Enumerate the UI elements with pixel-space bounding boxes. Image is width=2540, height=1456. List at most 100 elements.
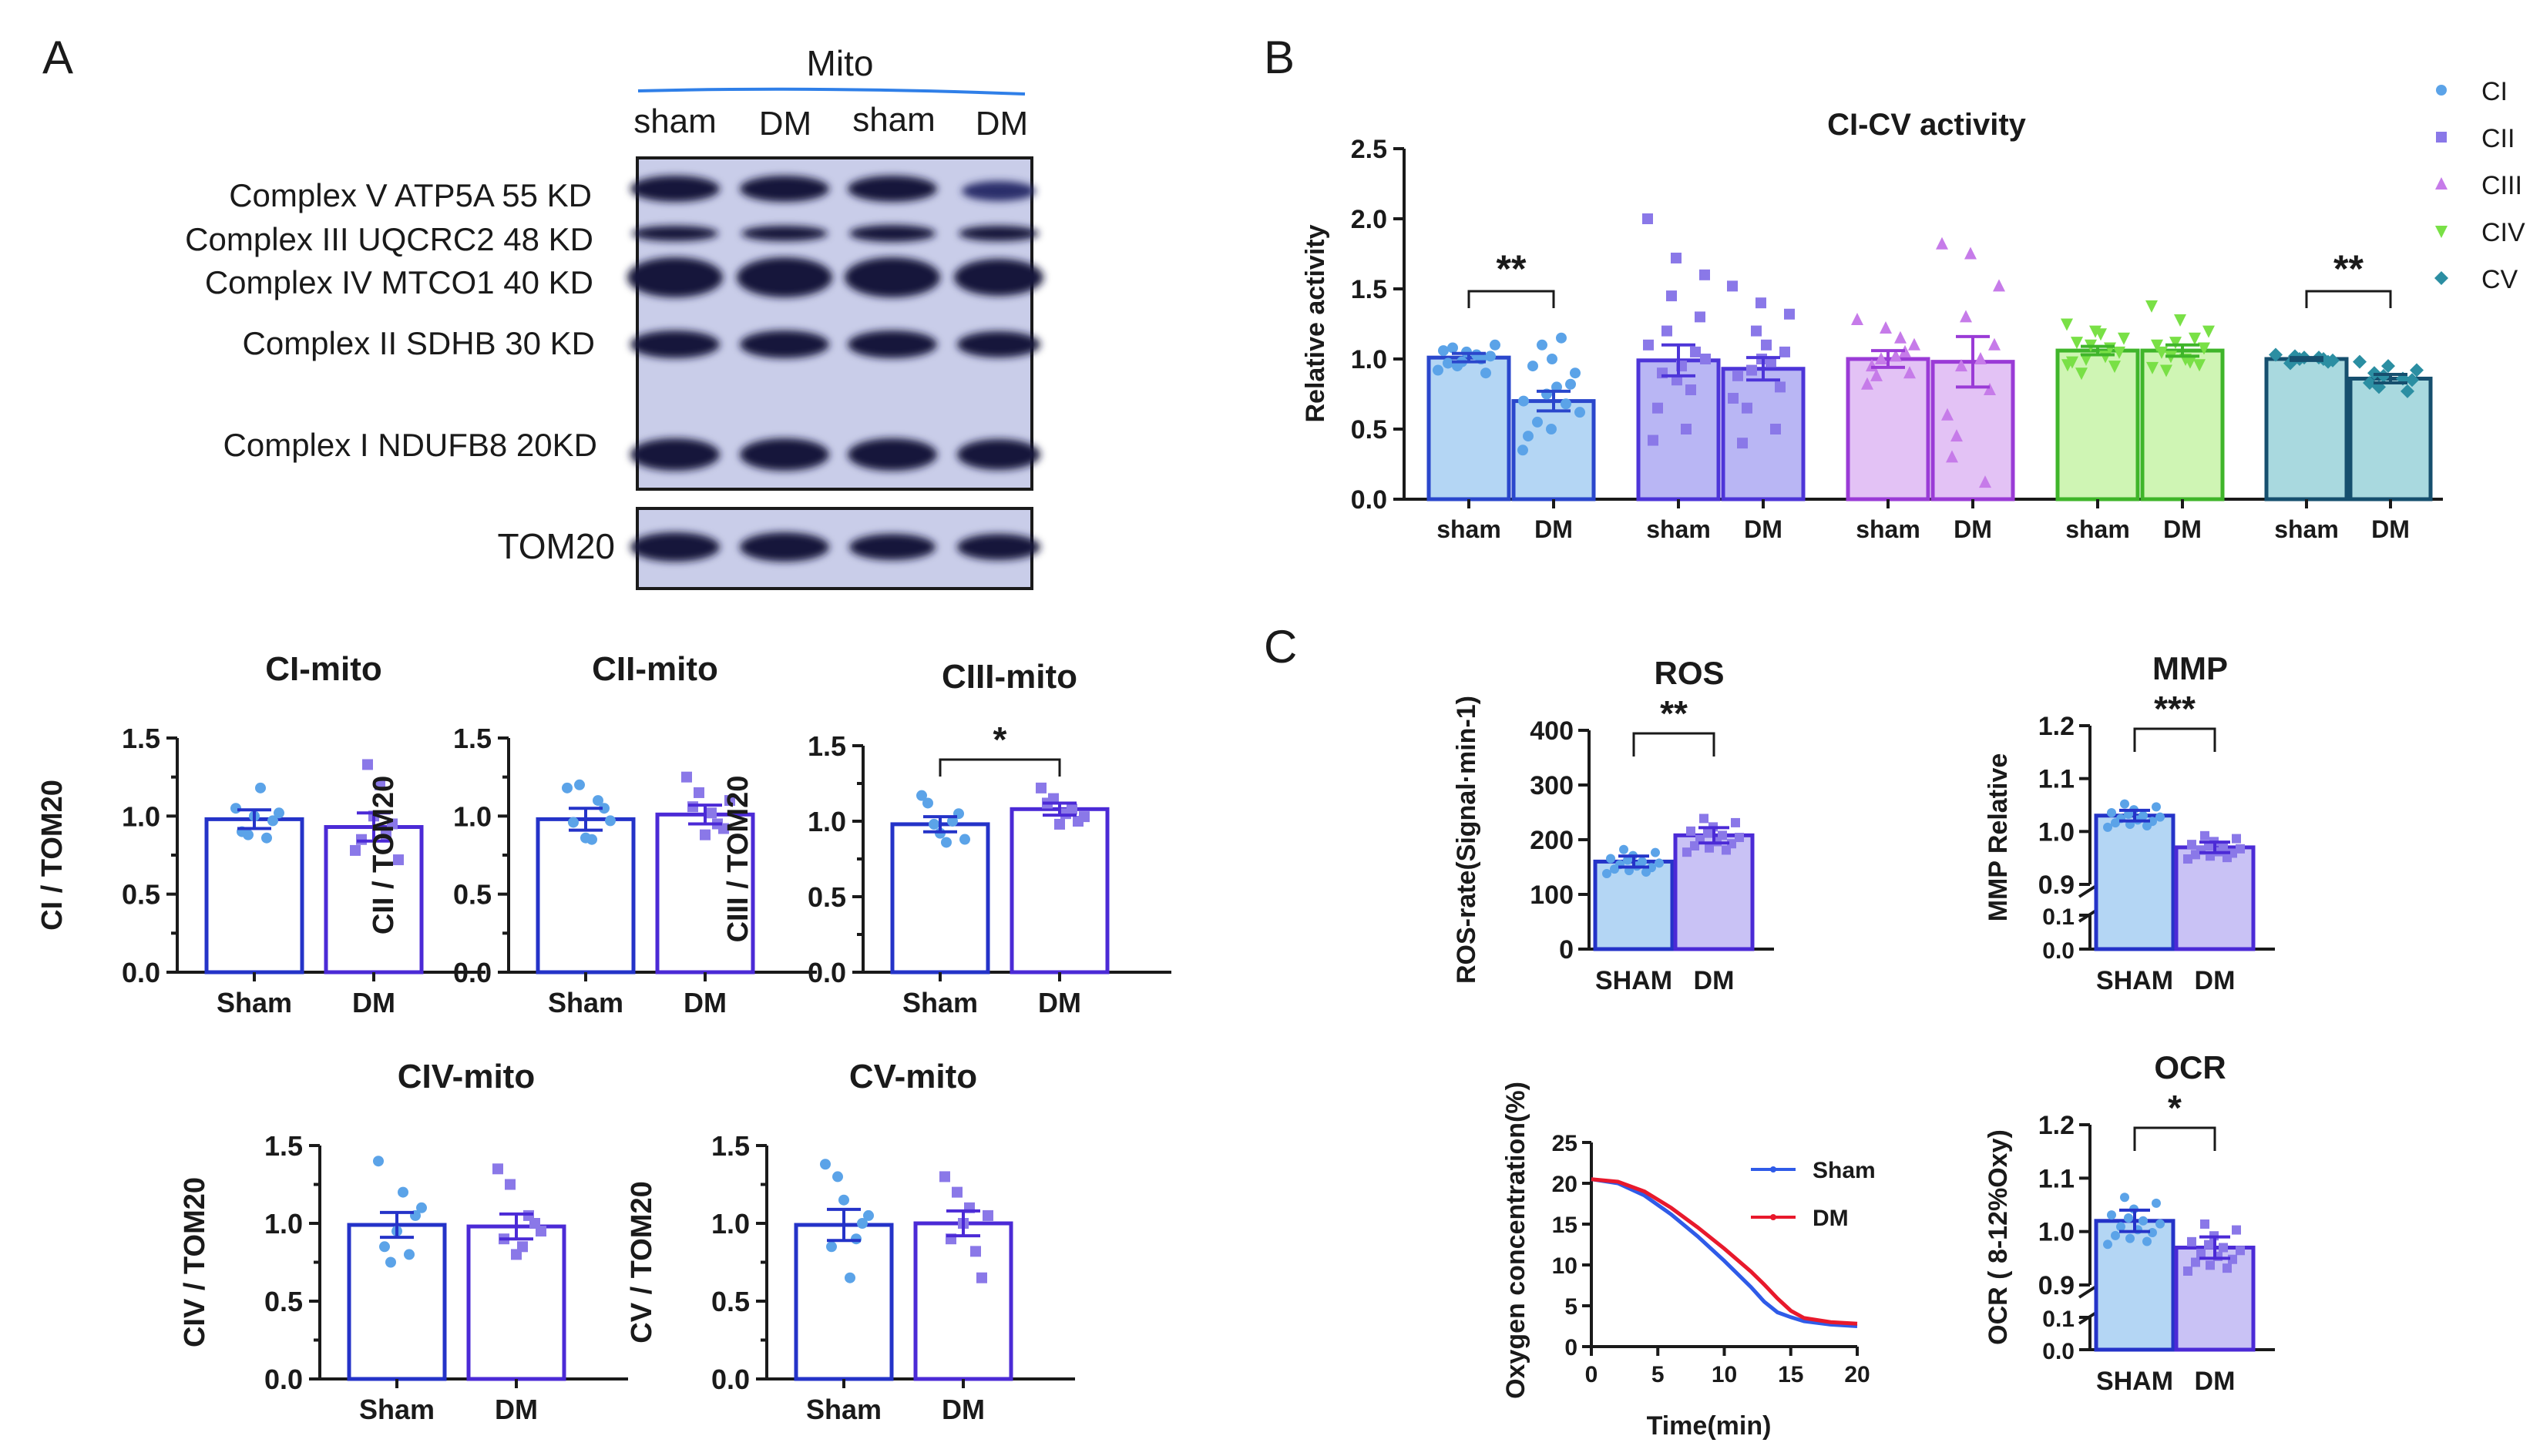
data-point [1974,352,1987,364]
data-point [1570,367,1581,379]
legend-label: CIII [2481,171,2522,200]
data-point [580,832,591,844]
y-tick-label: 0.1 [2042,904,2075,930]
x-tick-label: DM [2195,1367,2236,1396]
x-tick-label: DM [1744,515,1782,543]
y-axis-label: OCR ( 8-12%Oxy) [1984,1129,2013,1345]
y-tick-label: 0.0 [122,957,160,988]
data-point [398,1186,408,1198]
data-point [2363,375,2377,390]
data-point [2120,799,2129,809]
y-tick-label: 1.0 [808,806,846,837]
data-point [2152,802,2161,812]
x-tick-label: Sham [806,1394,882,1425]
data-point [1903,366,1916,379]
y-tick-label: 0.1 [2042,1307,2075,1332]
significance-mark: ** [1497,247,1527,290]
data-point [1556,332,1567,344]
data-point [1433,364,1443,376]
bar [1426,355,1511,502]
bar [1636,358,1721,502]
data-point [1641,867,1651,877]
y-tick-label: 20 [1552,1172,1577,1197]
x-tick-label: Sham [359,1394,435,1425]
data-point [2202,325,2215,338]
x-tick-label: Sham [902,987,978,1018]
y-tick-label: 0.5 [808,881,846,913]
data-point [1518,395,1529,407]
x-tick-label: DM [495,1394,538,1425]
blot-row-label: Complex III UQCRC2 48 KD [185,221,593,257]
data-point [922,797,933,809]
data-point [356,834,367,845]
data-point [1079,811,1090,823]
y-tick-label: 0 [1564,1335,1577,1360]
x-tick-label: sham [1856,515,1920,543]
y-tick-label: 0.0 [264,1364,303,1395]
data-point [387,818,398,830]
data-point [1755,297,1766,309]
significance-bracket [939,758,1061,777]
panel-label-b: B [1264,32,1295,83]
chart-cv-mito: CV-mito 0.0 0.5 1.0 1.5 CV / TOM20 Sham DM [626,1058,1075,1425]
data-point [1561,398,1571,410]
chart-title: MMP [2152,650,2228,686]
data-point [1880,320,1892,334]
data-point [1606,854,1615,864]
legend-marker [2436,85,2447,96]
blot-header-line [637,87,1026,96]
data-point [1993,279,2005,292]
data-point [2061,318,2073,331]
bar [2055,348,2140,502]
y-axis-label: MMP Relative [1984,753,2013,922]
data-point [1988,337,2001,351]
legend-label: CI [2481,77,2508,106]
data-point [1490,339,1500,351]
chart-civ-mito: CIV-mito 0.0 0.5 1.0 1.5 CIV / TOM20 Sham DM [179,1058,628,1425]
data-point [2410,363,2424,377]
data-point [2113,346,2125,359]
data-point [1651,847,1660,857]
y-tick-label: 1.1 [2038,1164,2075,1193]
x-tick-label: DM [1038,987,1081,1018]
bar [2264,357,2349,502]
y-tick-label: 1.0 [2038,817,2075,847]
data-point [1643,339,1654,351]
y-tick-label: 1.5 [808,730,846,762]
x-tick-label: DM [1954,515,1992,543]
legend-marker [2435,177,2448,190]
data-point [1751,325,1762,337]
data-point [681,771,692,783]
chart-title: CII-mito [592,650,718,688]
y-tick-label: 1.5 [453,723,492,754]
data-point [1746,364,1757,376]
legend-marker [2435,226,2448,238]
bar [2174,845,2256,951]
y-tick-label: 1.0 [453,800,492,832]
data-point [416,1202,427,1213]
data-point [2103,822,2112,832]
y-tick-label: 0.5 [711,1286,750,1317]
chart-ci-mito: CI-mito 0.0 0.5 1.0 1.5 CI / TOM20 Sham DM [36,650,485,1018]
y-tick-label: 0.5 [453,879,492,911]
data-point [1861,377,1873,390]
legend-label: CIV [2481,218,2525,247]
x-tick-label: 15 [1778,1362,1803,1387]
chart-oxygen: 0 5 10 15 20 25 0 5 10 15 20 Time(min) Oxygen concen… [1501,1082,1876,1441]
x-tick-label: sham [1436,515,1501,543]
y-tick-label: 200 [1530,826,1574,855]
data-point [2139,1216,2148,1226]
y-tick-label: 0.5 [122,879,160,911]
y-tick-label: 400 [1530,716,1574,746]
y-tick-label: 0.0 [808,957,846,988]
y-axis-label: Relative activity [1301,224,1330,422]
legend-marker [1770,1166,1776,1173]
data-point [393,854,404,866]
x-tick-label: SHAM [1595,966,1672,995]
legend-marker [2436,132,2447,143]
data-point [1775,381,1786,393]
significance-mark: ** [2333,247,2364,290]
chart-ocr: OCR 0.9 1.0 1.1 1.2 0.0 0.1 OCR ( 8-12%Oxy) SHAM… [1984,1049,2275,1396]
data-point [2232,1225,2241,1235]
